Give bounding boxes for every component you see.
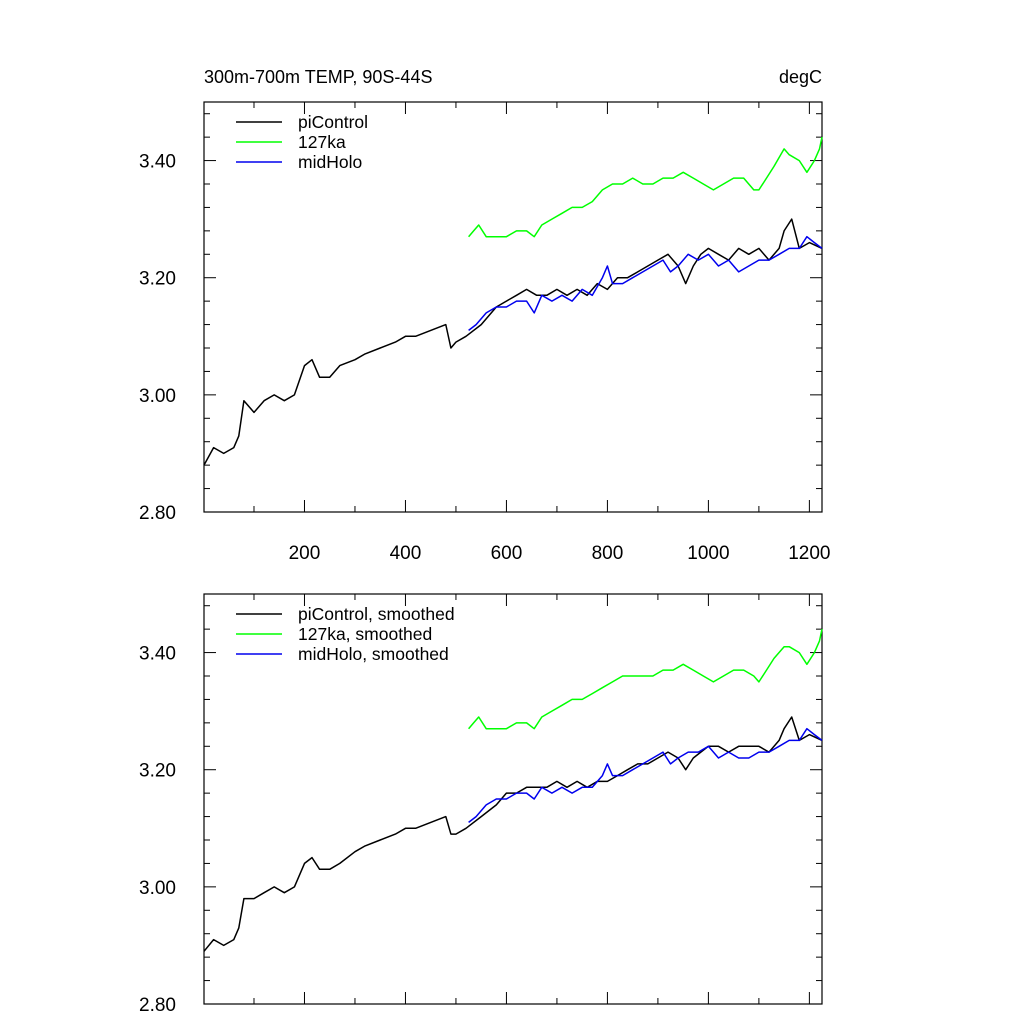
y-tick-label: 3.20 (139, 269, 176, 290)
y-tick-label: 3.00 (139, 386, 176, 407)
y-tick-label: 2.80 (139, 995, 176, 1016)
x-tick-label: 800 (592, 543, 624, 564)
series-line-127ka-smoothed (468, 628, 823, 730)
x-tick-label: 1200 (788, 543, 830, 564)
legend-label: 127ka, smoothed (298, 624, 432, 644)
y-tick-label: 3.40 (139, 152, 176, 173)
x-tick-label: 1000 (687, 543, 729, 564)
legend-label: midHolo (298, 152, 362, 172)
plot-frame (203, 593, 823, 1005)
series-line-picontrol (203, 218, 823, 466)
y-tick-label: 3.00 (139, 878, 176, 899)
series-line-127ka (468, 136, 823, 238)
series-line-picontrol-smoothed (203, 716, 823, 952)
x-tick-label: 400 (390, 543, 422, 564)
y-tick-label: 3.40 (139, 644, 176, 665)
y-tick-label: 3.20 (139, 761, 176, 782)
legend-label: midHolo, smoothed (298, 644, 449, 664)
y-tick-label: 2.80 (139, 503, 176, 524)
x-tick-label: 600 (491, 543, 523, 564)
panel-raw: 2.80 3.00 3.20 3.40 200 400 600 800 1000 1200 piCo… (139, 101, 831, 564)
series-line-midholo (468, 235, 823, 331)
panel-smoothed: 2.80 3.00 3.20 3.40 piControl, smoothed127ka… (139, 593, 823, 1016)
plot-title: 300m-700m TEMP, 90S-44S (204, 67, 432, 87)
legend-label: 127ka (298, 132, 346, 152)
units-label: degC (779, 67, 822, 87)
series-line-midholo-smoothed (468, 727, 823, 823)
plot-frame (203, 101, 823, 513)
legend-label: piControl, smoothed (298, 604, 455, 624)
x-tick-label: 200 (289, 543, 321, 564)
legend-label: piControl (298, 112, 368, 132)
